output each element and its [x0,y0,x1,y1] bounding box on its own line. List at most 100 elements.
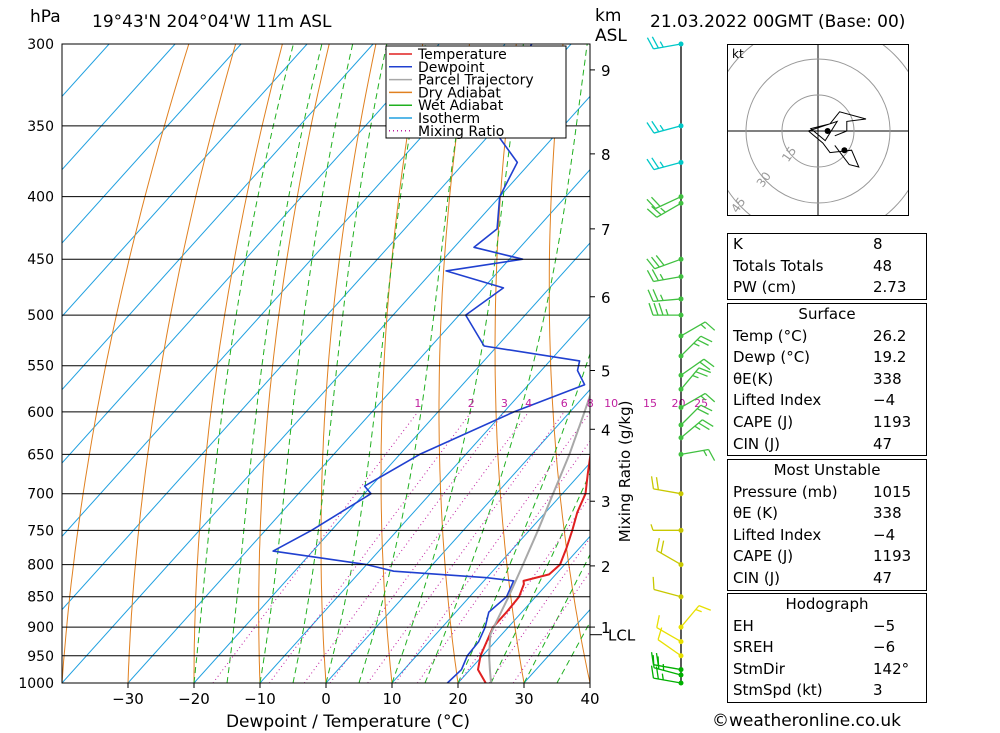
dewpoint-line [272,44,586,683]
wind-barb-staff [680,367,700,390]
wind-barb-staff [657,639,682,657]
isotherm-line [62,44,440,464]
wind-barb-half-flag [692,374,699,379]
surface-row: CAPE (J) 1193 [733,412,912,431]
wind-barb-flag [698,422,710,431]
km-tick-label: 8 [601,146,611,164]
pressure-tick-label: 700 [27,487,54,503]
wind-barb-flag [650,196,661,207]
km-unit-label: km [595,6,622,26]
wind-barb-half-flag [694,425,701,431]
wind-barb [678,367,712,392]
dry-adiabat-line [127,44,237,683]
wind-barb-flag [651,205,662,216]
most-unstable-title: Most Unstable [773,461,881,479]
wind-barb-flag [646,258,656,270]
wind-barb [646,269,684,283]
datetime-label: 21.03.2022 00GMT (Base: 00) [650,12,906,32]
pressure-tick-label: 350 [27,119,54,135]
most-unstable-table: Most Unstable Pressure (mb) 1015 θE (K) 33… [727,459,927,591]
wind-barb [678,358,715,378]
dry-adiabat-line [258,44,330,683]
pressure-tick-label: 800 [27,558,54,574]
credit-link[interactable]: ©weatheronline.co.uk [712,711,902,731]
wind-barb-flag [704,392,716,403]
wind-barb [646,36,684,50]
hodograph-row: StmDir 142° [733,659,910,678]
surface-row: CIN (J) 47 [733,434,893,453]
wind-barb-flag [646,158,655,171]
mixing-ratio-line [329,411,530,683]
wind-barb-half-flag [659,41,664,48]
wind-barb-flag [647,289,654,302]
lcl-label: LCL [608,627,636,645]
most-unstable-row: θE (K) 338 [733,504,902,523]
hodo-trace [807,111,867,168]
wind-barb-half-flag [665,308,669,316]
hodograph-row: StmSpd (kt) 3 [733,681,883,700]
x-tick-label: −20 [178,690,210,708]
wet-adiabat-line [457,352,590,683]
km-tick-label: 9 [601,62,611,80]
wind-barb-flag [708,449,716,461]
hodograph-row: SREH −6 [733,638,896,657]
wind-barb-half-flag [650,524,654,531]
dry-adiabat-line [62,44,190,683]
hodo-storm-motion-dot [824,128,831,134]
isotherm-line [62,44,176,171]
wind-barb [678,404,713,428]
isotherm-line [127,168,590,683]
surface-table: Surface Temp (°C) 26.2 Dewp (°C) 19.2 θE(K… [727,303,927,457]
wind-barb-staff [653,677,682,684]
hodo-ring-label: 30 [754,169,774,190]
index-row-totals: Totals Totals 48 [733,256,893,275]
wind-barb-staff [656,202,682,218]
isotherm-line [193,242,590,683]
pressure-tick-label: 650 [27,447,54,463]
mixing-ratio-line [367,411,565,683]
mixing-ratio-line [303,411,505,683]
x-tick-label: 0 [321,690,331,708]
wind-barb-half-flag [695,608,702,613]
wind-barb-staff [680,335,702,357]
wet-adiabat-line [193,44,294,683]
wind-barb-flag [652,289,659,302]
wet-adiabat-line [358,44,471,683]
wind-barb-flag [698,367,712,374]
dry-adiabat-line [380,44,424,683]
pressure-tick-label: 500 [27,308,54,324]
legend-label: Isotherm [418,111,480,127]
dry-adiabat-line [438,44,471,683]
index-row-pw: PW (cm) 2.73 [733,278,907,297]
mixing-ratio-label: 15 [643,397,657,410]
wind-barb [648,302,684,318]
wind-barb [678,419,714,441]
mixing-ratio-line [512,570,590,683]
mixing-ratio-label: 6 [561,397,568,410]
isotherm-line [62,44,572,611]
isotherm-line [325,388,590,683]
hodo-ring [781,94,855,168]
wind-barb-flag [651,256,660,268]
km-tick-label: 1 [601,619,611,637]
mixing-ratio-label: 1 [414,397,421,410]
wind-barb-flag [646,198,657,209]
km-tick-label: 5 [601,363,611,381]
wind-barb-flag [703,358,715,368]
dry-adiabat-line [548,44,590,683]
wind-barb-half-flag [659,161,665,168]
surface-title: Surface [798,305,856,323]
wind-barb [646,255,684,270]
wind-barb [678,335,713,359]
isotherm-line [62,95,590,683]
location-label: 19°43'N 204°04'W 11m ASL [92,12,332,32]
km-tick-label: 2 [601,558,611,576]
wind-barb-flag [646,270,654,282]
dry-adiabat-line [982,26,1000,709]
pressure-tick-label: 950 [27,649,54,665]
wind-barb [678,321,716,339]
wind-barb-flag [651,36,659,49]
wind-barb-flag [699,361,711,371]
